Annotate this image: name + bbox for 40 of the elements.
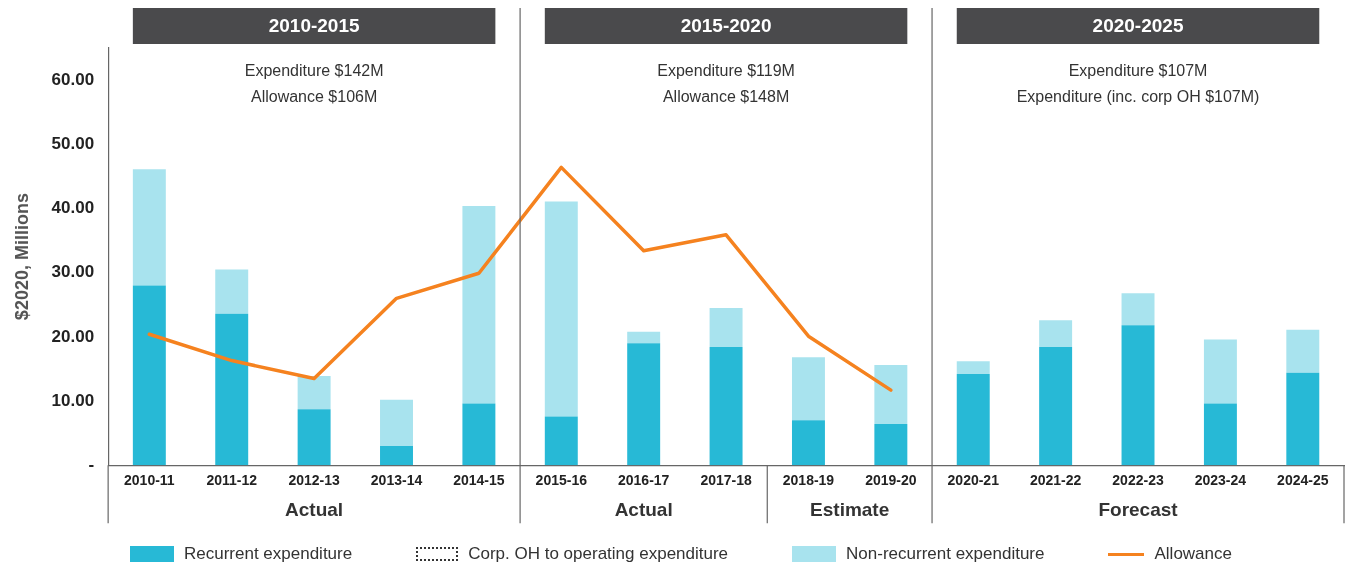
text: 2010-2015 (268, 15, 360, 37)
y-tick-label: 10.00 (51, 390, 95, 410)
x-tick-label: 2014-15 (453, 472, 505, 489)
x-tick-label: 2015-16 (535, 472, 588, 489)
y-tick-label: - (88, 454, 95, 474)
annotation: Expenditure $142M (244, 62, 384, 80)
annotation: Allowance $106M (250, 88, 378, 106)
x-tick-label: 2023-24 (1194, 472, 1247, 489)
x-tick-label: 2024-25 (1277, 472, 1329, 489)
text: 2020-2025 (1092, 15, 1184, 37)
x-tick-label: 2010-11 (124, 472, 175, 489)
x-tick-label: 2011-12 (206, 472, 258, 489)
x-tick-label: 2020-21 (947, 472, 1000, 489)
annotation: Expenditure $107M (1068, 62, 1208, 80)
x-tick-label: 2021-22 (1029, 472, 1082, 489)
y-tick-label: 60.00 (51, 69, 95, 89)
text: Estimate (810, 499, 890, 521)
x-tick-label: 2013-14 (370, 472, 423, 489)
y-axis-title: $2020, Millions (11, 193, 32, 321)
annotation: Expenditure (inc. corp OH $107M) (1016, 88, 1260, 106)
legend-label: Recurrent expenditure (183, 544, 353, 564)
x-tick-label: 2012-13 (288, 472, 341, 489)
x-tick-label: 2019-20 (865, 472, 917, 489)
text: Actual (285, 499, 344, 521)
legend-label: Non-recurrent expenditure (846, 544, 1045, 564)
x-tick-label: 2016-17 (617, 472, 670, 489)
x-tick-label: 2022-23 (1112, 472, 1164, 489)
text: Forecast (1098, 499, 1179, 521)
y-tick-label: 40.00 (51, 198, 95, 218)
y-tick-label: 20.00 (51, 326, 95, 346)
legend-label: Allowance (1154, 544, 1232, 564)
annotation: Expenditure $119M (657, 62, 795, 80)
annotation: Allowance $148M (662, 88, 790, 106)
legend-label: Corp. OH to operating expenditure (468, 544, 729, 564)
x-tick-label: 2017-18 (700, 472, 752, 489)
y-tick-label: 50.00 (51, 133, 95, 153)
text: Actual (614, 499, 673, 521)
y-tick-label: 30.00 (51, 262, 95, 282)
text: 2015-2020 (680, 15, 772, 37)
x-tick-label: 2018-19 (782, 472, 835, 489)
